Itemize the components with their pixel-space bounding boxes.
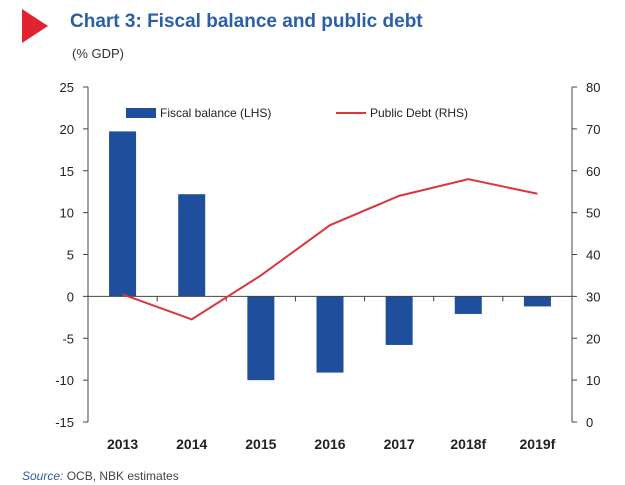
source-text: OCB, NBK estimates: [66, 469, 179, 483]
chart-area: -15 -10 -5 0 5 10 15 20 25 0 10 20 30 40 50 60 70 80 2013 2…: [55, 80, 600, 452]
y-right-tick-label: 30: [586, 289, 600, 304]
line-public-debt: [122, 178, 538, 321]
y-left-tick-label: 25: [60, 80, 74, 95]
bar-fiscal-balance: [454, 296, 482, 314]
y-right-tick-label: 0: [586, 415, 593, 430]
y-left-tick-label: -10: [55, 373, 74, 388]
legend-swatch-fiscal-balance: [126, 108, 156, 118]
source-note: Source: OCB, NBK estimates: [22, 469, 179, 483]
y-left-tick-label: 5: [67, 248, 74, 263]
y-left-tick-label: -5: [62, 331, 74, 346]
x-tick-label: 2016: [314, 436, 345, 452]
y-left-tick-label: 20: [60, 122, 74, 137]
bar-fiscal-balance: [109, 131, 137, 297]
bar-fiscal-balance: [247, 296, 275, 381]
y-left-tick-label: 0: [67, 289, 74, 304]
y-right-tick-label: 70: [586, 122, 600, 137]
y-right-tick-label: 10: [586, 373, 600, 388]
x-tick-label: 2014: [176, 436, 207, 452]
y-left-tick-label: -15: [55, 415, 74, 430]
title-marker-icon: [22, 9, 48, 43]
chart-title: Chart 3: Fiscal balance and public debt: [70, 11, 423, 32]
y-right-tick-label: 60: [586, 164, 600, 179]
bar-fiscal-balance: [178, 194, 206, 297]
x-tick-label: 2018f: [450, 436, 486, 452]
bar-fiscal-balance: [316, 296, 344, 373]
x-tick-label: 2019f: [520, 436, 556, 452]
x-tick-label: 2017: [384, 436, 415, 452]
y-left-tick-label: 15: [60, 164, 74, 179]
legend-label-fiscal-balance: Fiscal balance (LHS): [160, 106, 271, 120]
chart-unit: (% GDP): [72, 46, 124, 61]
bar-fiscal-balance: [523, 296, 551, 307]
y-right-tick-label: 50: [586, 206, 600, 221]
x-tick-label: 2015: [245, 436, 276, 452]
y-right-tick-label: 80: [586, 80, 600, 95]
y-right-tick-label: 20: [586, 331, 600, 346]
y-left-tick-label: 10: [60, 206, 74, 221]
y-right-tick-label: 40: [586, 248, 600, 263]
source-label: Source:: [22, 469, 64, 483]
legend-label-public-debt: Public Debt (RHS): [370, 106, 468, 120]
x-tick-label: 2013: [107, 436, 138, 452]
bar-fiscal-balance: [385, 296, 413, 345]
